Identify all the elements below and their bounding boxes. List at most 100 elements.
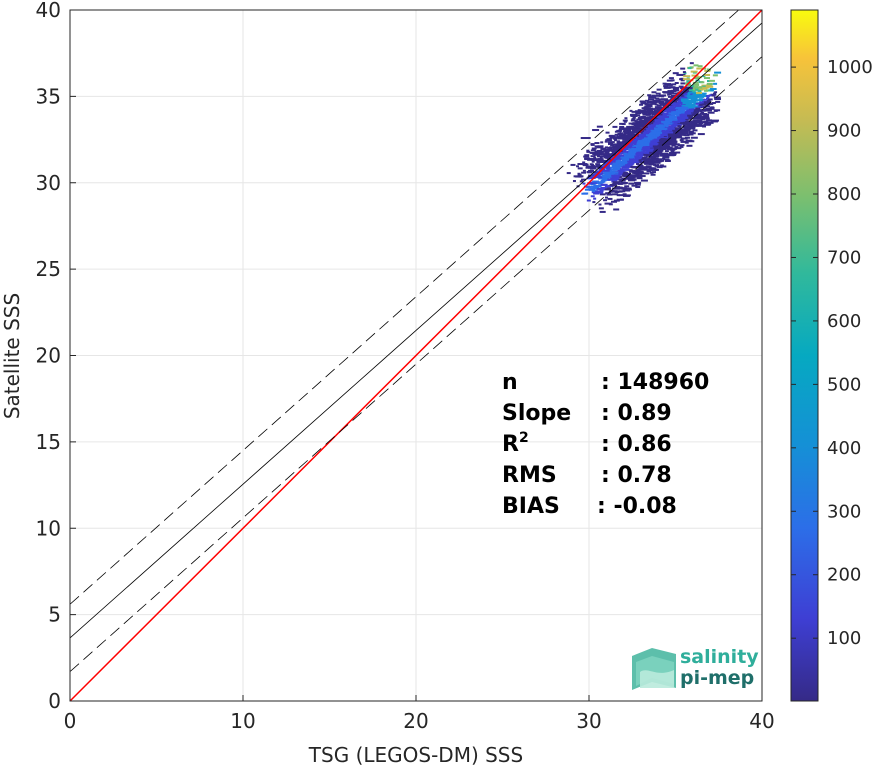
density-cell <box>677 111 685 114</box>
density-cell <box>700 81 705 84</box>
density-cell <box>674 147 682 150</box>
density-cell <box>634 148 641 151</box>
density-cell <box>644 151 652 154</box>
density-cell <box>665 125 669 128</box>
density-cell <box>618 154 625 157</box>
density-cell <box>598 158 602 161</box>
density-cell <box>656 129 661 132</box>
density-cell <box>682 78 690 81</box>
density-cell <box>708 101 712 104</box>
density-cell <box>682 74 686 77</box>
density-cell <box>704 115 710 118</box>
density-cell <box>629 132 635 135</box>
density-cell <box>612 181 620 184</box>
density-cell <box>649 151 654 154</box>
density-cell <box>581 178 587 181</box>
density-cell <box>638 150 646 153</box>
density-cell <box>577 163 588 166</box>
density-cell <box>675 151 681 154</box>
density-cell <box>666 79 673 82</box>
density-cell <box>672 123 678 126</box>
density-cell <box>609 149 617 152</box>
density-cell <box>619 164 624 167</box>
density-cell <box>592 151 600 154</box>
density-cell <box>652 150 657 153</box>
density-cell <box>639 111 643 114</box>
density-cell <box>627 165 633 168</box>
density-cell <box>713 92 717 95</box>
density-cell <box>623 155 628 158</box>
density-cell <box>649 117 653 120</box>
density-cell <box>691 94 698 97</box>
density-cell <box>672 97 679 100</box>
density-cell <box>674 146 679 149</box>
density-cell <box>682 87 687 90</box>
density-cell <box>644 116 650 119</box>
density-cell <box>600 141 604 144</box>
density-cell <box>696 123 702 126</box>
density-cell <box>680 119 687 122</box>
x-tick-label: 10 <box>230 709 255 733</box>
density-cell <box>607 178 614 181</box>
density-cell <box>651 153 658 156</box>
density-cell <box>654 107 658 110</box>
density-cell <box>656 131 663 134</box>
density-cell <box>664 124 669 127</box>
density-cell <box>634 110 639 113</box>
density-cell <box>638 159 642 162</box>
density-cell <box>688 130 694 133</box>
density-cell <box>658 102 665 105</box>
stat-value: : 148960 <box>601 370 709 395</box>
density-cell <box>631 110 637 113</box>
density-cell <box>595 173 603 176</box>
density-cell <box>691 101 697 104</box>
density-cell <box>643 172 650 175</box>
density-cell <box>649 111 653 114</box>
density-cell <box>636 177 643 180</box>
density-cell <box>699 112 705 115</box>
density-cell <box>700 117 705 120</box>
density-cell <box>691 98 695 101</box>
density-cell <box>612 193 619 196</box>
density-cell <box>633 128 641 131</box>
density-cell <box>653 117 661 120</box>
density-cell <box>621 165 625 168</box>
density-cell <box>697 86 703 89</box>
density-cell <box>654 119 659 122</box>
density-cell <box>628 182 635 185</box>
density-cell <box>601 179 607 182</box>
stat-label: R2 <box>502 430 529 457</box>
density-cell <box>639 155 643 158</box>
logo-line2: pi-mep <box>680 667 754 689</box>
density-cell <box>637 140 645 143</box>
density-cell <box>601 174 608 177</box>
density-cell <box>706 89 711 92</box>
density-cell <box>688 124 692 127</box>
density-cell <box>664 114 669 117</box>
density-cell <box>623 188 627 191</box>
density-cell <box>670 79 675 82</box>
density-cell <box>702 75 706 78</box>
density-cell <box>688 107 695 110</box>
density-cell <box>662 158 666 161</box>
density-cell <box>620 181 628 184</box>
density-cell <box>576 165 580 168</box>
density-cell <box>699 110 703 113</box>
density-cell <box>693 64 699 67</box>
density-cell <box>668 129 673 132</box>
density-cell <box>676 73 684 76</box>
density-cell <box>634 120 638 123</box>
density-cell <box>680 79 685 82</box>
density-cell <box>663 152 669 155</box>
density-cell <box>706 68 711 71</box>
density-cell <box>593 197 597 200</box>
density-cell <box>664 109 671 112</box>
density-cell <box>658 145 662 148</box>
density-cell <box>609 146 614 149</box>
density-cell <box>677 134 681 137</box>
density-cell <box>706 96 710 99</box>
density-cell <box>632 171 639 174</box>
density-cell <box>698 122 704 125</box>
density-cell <box>707 98 713 101</box>
density-cell <box>630 166 636 169</box>
